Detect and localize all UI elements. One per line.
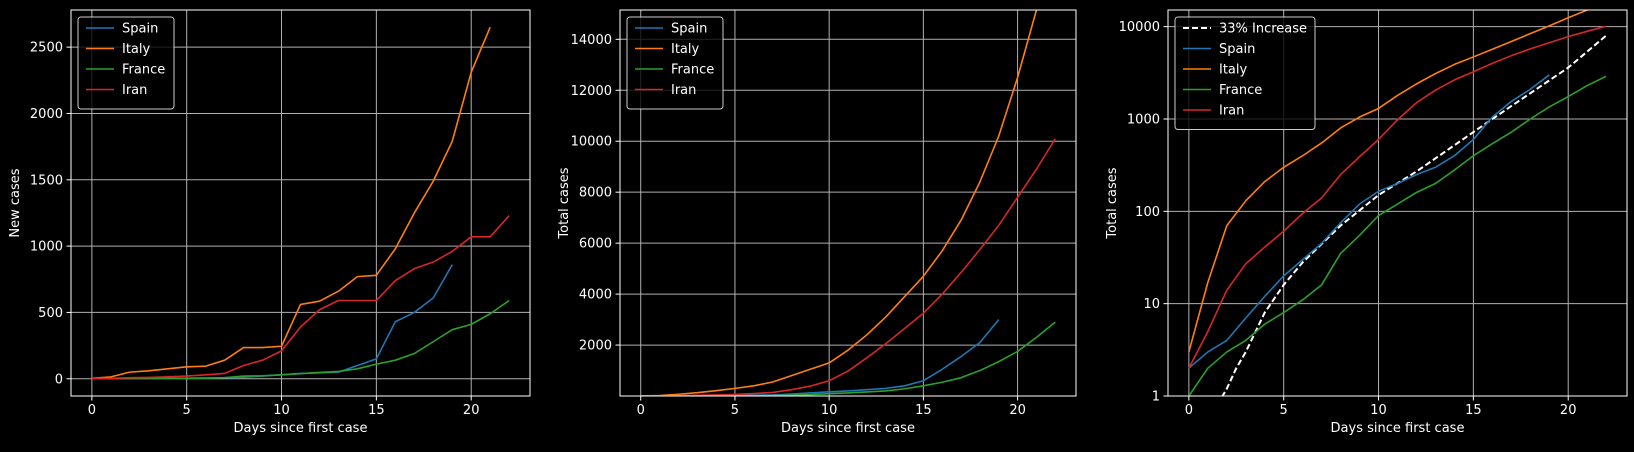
chart-panel-total-cases-linear: 0 5 10 15 20 2000 4000 6000 8000 10000 12000 14000 D…	[557, 9, 1077, 436]
x-tick-label: 15	[915, 403, 932, 418]
y-axis-label: Total cases	[557, 167, 572, 239]
legend-label-france: France	[122, 63, 165, 78]
series-line-italy	[1188, 10, 1590, 353]
y-tick-label: 10000	[1119, 20, 1160, 35]
x-tick-label: 20	[1560, 403, 1577, 418]
y-tick-label: 0	[55, 372, 63, 387]
chart-panel-new-cases: 0 5 10 15 20 0 500 1000 1500 2000 2500 Days since f…	[8, 9, 531, 436]
legend-label-iran: Iran	[671, 83, 696, 98]
y-tick-label: 1	[1152, 390, 1160, 405]
y-tick-label: 10	[1143, 297, 1160, 312]
y-tick-label: 10000	[571, 135, 612, 150]
legend-label-33-increase: 33% Increase	[1219, 22, 1307, 37]
legend-label-iran: Iran	[122, 83, 147, 98]
x-tick-label: 5	[731, 403, 739, 418]
legend-label-italy: Italy	[1219, 63, 1248, 78]
series-line-33-increase	[1221, 34, 1607, 396]
x-axis-label: Days since first case	[781, 421, 915, 436]
x-tick-label: 20	[463, 403, 480, 418]
series-line-france	[91, 299, 510, 380]
legend-label-france: France	[671, 63, 714, 78]
x-tick-label: 0	[1185, 403, 1193, 418]
x-tick-label: 10	[1370, 403, 1387, 418]
legend-box	[1174, 16, 1316, 130]
legend-label-italy: Italy	[671, 42, 700, 57]
series-line-italy	[640, 10, 1038, 396]
series-line-spain	[1188, 74, 1550, 369]
series-line-france	[1188, 75, 1607, 396]
series-line-iran	[640, 138, 1056, 396]
x-tick-label: 15	[1465, 403, 1482, 418]
x-tick-label: 10	[821, 403, 838, 418]
y-tick-label: 4000	[579, 288, 612, 303]
x-axis-label: Days since first case	[234, 421, 368, 436]
x-tick-label: 5	[183, 403, 191, 418]
y-tick-label: 100	[1135, 205, 1160, 220]
y-tick-label: 2500	[30, 41, 63, 56]
axes-frame	[619, 9, 1077, 397]
x-tick-label: 0	[637, 403, 645, 418]
y-tick-label: 1000	[30, 240, 63, 255]
x-tick-label: 0	[88, 403, 96, 418]
series-line-iran	[91, 215, 510, 380]
x-tick-label: 10	[273, 403, 290, 418]
legend-box	[77, 16, 175, 110]
grid	[620, 10, 1076, 396]
y-axis-label: New cases	[8, 168, 23, 237]
y-axis-label: Total cases	[1105, 167, 1120, 239]
legend-label-france: France	[1219, 83, 1262, 98]
y-tick-label: 8000	[579, 186, 612, 201]
x-tick-label: 5	[1280, 403, 1288, 418]
y-tick-label: 500	[38, 306, 63, 321]
y-tick-label: 1000	[1127, 112, 1160, 127]
x-axis-label: Days since first case	[1331, 421, 1465, 436]
legend-box	[626, 16, 724, 110]
legend: 33% Increase Spain Italy France Iran	[1174, 16, 1316, 130]
x-tick-label: 15	[368, 403, 385, 418]
y-tick-label: 2000	[579, 339, 612, 354]
y-tick-label: 6000	[579, 237, 612, 252]
axes-frame	[1167, 9, 1628, 397]
legend-label-spain: Spain	[1219, 42, 1255, 57]
y-tick-label: 2000	[30, 107, 63, 122]
y-tick-label: 12000	[571, 84, 612, 99]
y-tick-label: 14000	[571, 33, 612, 48]
axes-frame	[70, 9, 531, 397]
series-line-italy	[91, 26, 491, 380]
x-tick-label: 20	[1009, 403, 1026, 418]
legend: Spain Italy France Iran	[77, 16, 175, 110]
legend-label-spain: Spain	[671, 22, 707, 37]
legend-label-spain: Spain	[122, 22, 158, 37]
series-line-iran	[1188, 25, 1607, 369]
y-tick-label: 1500	[30, 173, 63, 188]
legend: Spain Italy France Iran	[626, 16, 724, 110]
chart-panel-total-cases-log: 0 5 10 15 20 1 10 100 1000 10000 Days since first …	[1105, 9, 1628, 436]
legend-label-iran: Iran	[1219, 104, 1244, 119]
legend-label-italy: Italy	[122, 42, 151, 57]
